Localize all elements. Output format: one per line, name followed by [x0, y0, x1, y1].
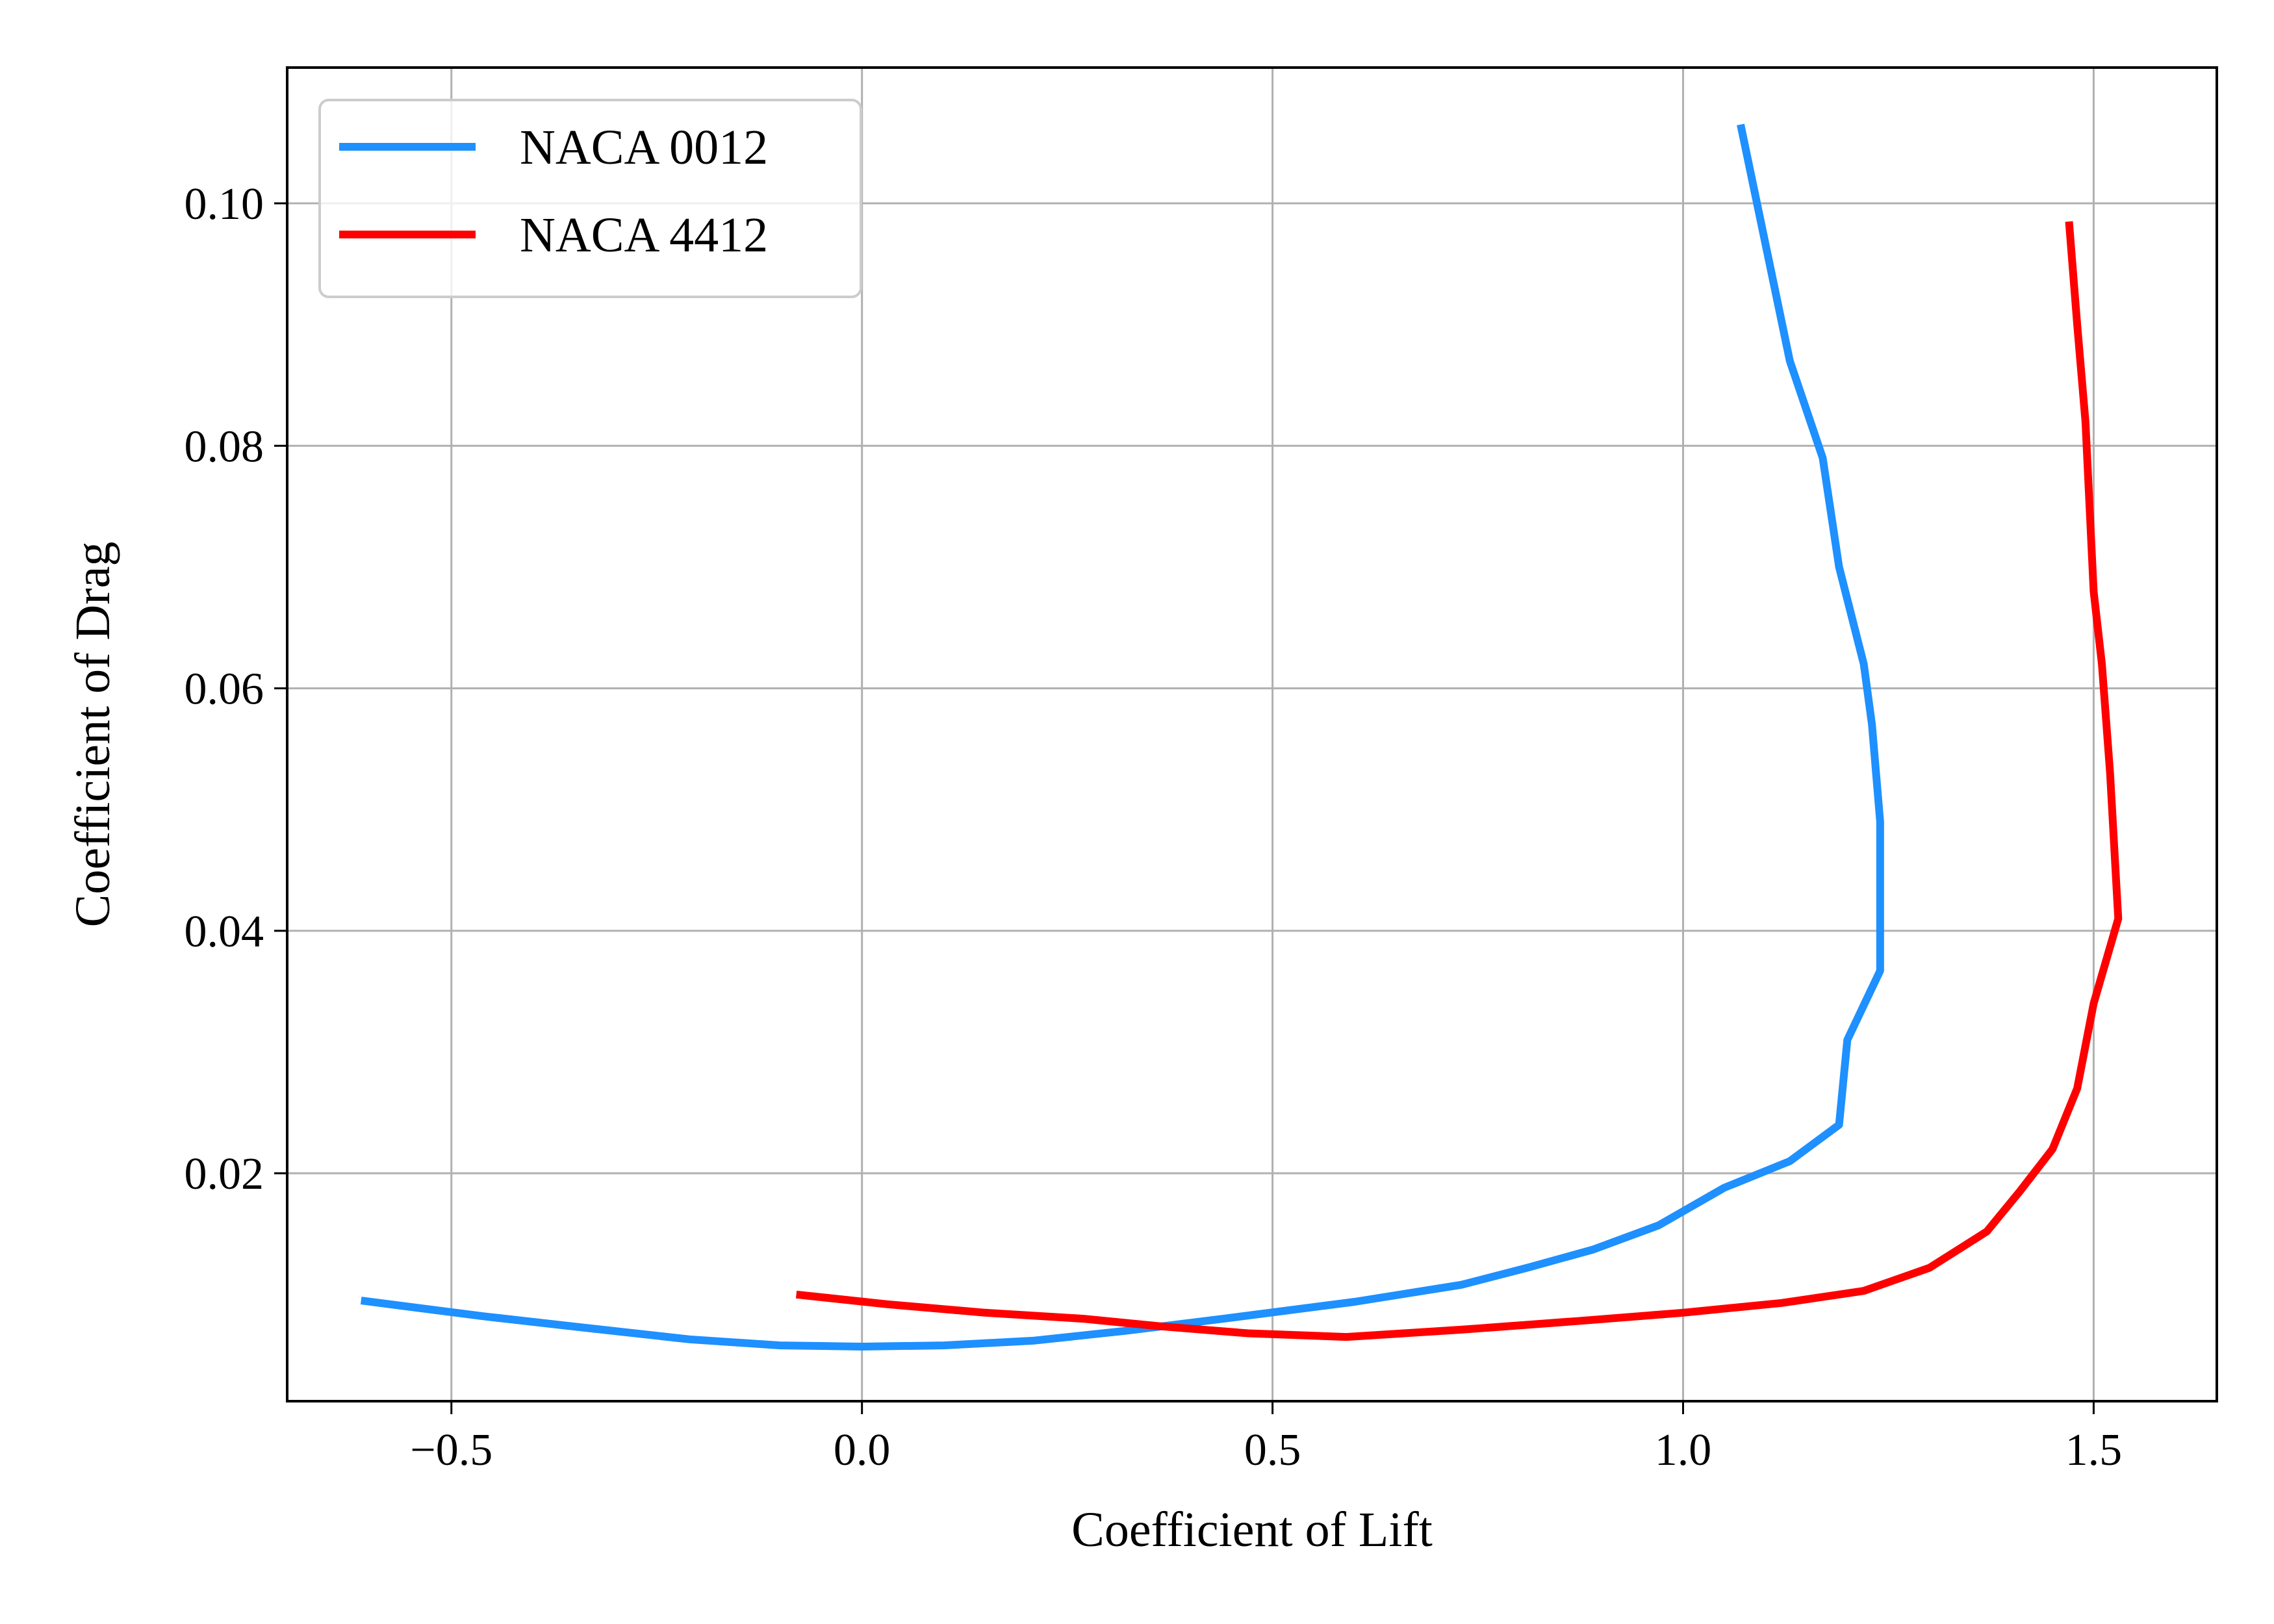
y-tick-label: 0.02	[185, 1149, 264, 1199]
y-axis-label: Coefficient of Drag	[66, 542, 120, 928]
x-tick-label: 0.0	[834, 1425, 891, 1475]
series-line-naca-0012	[360, 123, 1884, 1351]
plot-area: −0.5 0.0 0.5 1.0 1.5 0.02 0.04 0.06 0.08 0.10	[185, 66, 2218, 1475]
grid-layer	[287, 68, 2217, 1401]
x-tick-label: −0.5	[410, 1425, 492, 1475]
plot-frame	[286, 66, 2218, 1402]
x-tick-label: 1.0	[1655, 1425, 1712, 1475]
legend: NACA 0012 NACA 4412	[318, 99, 862, 298]
y-tick-label: 0.08	[185, 422, 264, 472]
x-tick-label: 1.5	[2065, 1425, 2123, 1475]
legend-label: NACA 0012	[520, 120, 768, 175]
legend-label: NACA 4412	[520, 208, 768, 262]
y-tick-label: 0.06	[185, 665, 264, 715]
tick-layer: −0.5 0.0 0.5 1.0 1.5 0.02 0.04 0.06 0.08 0.10	[185, 179, 2123, 1475]
y-tick-label: 0.10	[185, 179, 264, 229]
x-tick-label: 0.5	[1244, 1425, 1301, 1475]
series-layer	[360, 123, 2123, 1351]
y-tick-label: 0.04	[185, 907, 264, 957]
x-axis-label: Coefficient of Lift	[1071, 1503, 1433, 1557]
series-line-naca-4412	[795, 221, 2123, 1341]
